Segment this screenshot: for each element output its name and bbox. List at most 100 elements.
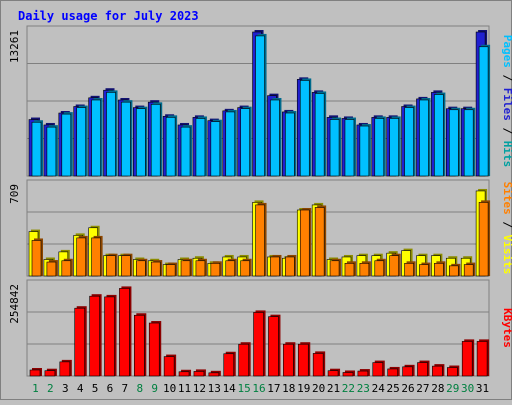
bar-sites-day-24 bbox=[374, 260, 385, 277]
bar-sites-day-25 bbox=[389, 255, 399, 277]
bar-pages-day-9 bbox=[150, 104, 161, 177]
bar-kbytes-day-21 bbox=[327, 370, 339, 377]
legend-2: Sites / Visits bbox=[501, 182, 512, 275]
x-tick-day-6: 6 bbox=[107, 382, 114, 395]
x-tick-day-30: 30 bbox=[461, 382, 474, 395]
bar-pages-day-22 bbox=[344, 119, 355, 177]
bar-kbytes-day-6 bbox=[104, 296, 115, 377]
bar-kbytes-day-24 bbox=[372, 362, 384, 377]
bar-kbytes-day-25 bbox=[387, 368, 398, 377]
bar-pages-day-31 bbox=[478, 46, 489, 177]
bar-sites-day-29 bbox=[448, 265, 459, 277]
bar-kbytes-day-2 bbox=[44, 370, 56, 377]
bar-kbytes-day-13 bbox=[208, 372, 220, 377]
chart-title: Daily usage for July 2023 bbox=[18, 9, 199, 23]
x-tick-day-28: 28 bbox=[431, 382, 444, 395]
bar-pages-day-24 bbox=[374, 118, 385, 177]
bar-sites-day-11 bbox=[180, 260, 191, 277]
x-tick-day-22: 22 bbox=[342, 382, 355, 395]
panel-3 bbox=[26, 279, 490, 377]
bar-sites-day-21 bbox=[329, 260, 340, 277]
bar-kbytes-day-3 bbox=[59, 361, 71, 377]
bar-pages-day-19 bbox=[299, 80, 310, 177]
bar-sites-day-13 bbox=[210, 263, 221, 277]
x-tick-day-11: 11 bbox=[178, 382, 191, 395]
bar-kbytes-day-12 bbox=[193, 371, 205, 377]
bar-pages-day-12 bbox=[195, 118, 206, 177]
x-tick-day-8: 8 bbox=[136, 382, 143, 395]
bar-sites-day-7 bbox=[121, 255, 131, 277]
bar-kbytes-day-7 bbox=[119, 288, 130, 377]
x-tick-day-13: 13 bbox=[208, 382, 221, 395]
bar-kbytes-day-30 bbox=[461, 341, 473, 377]
bar-pages-day-11 bbox=[180, 126, 191, 177]
bar-kbytes-day-19 bbox=[297, 343, 309, 377]
bar-kbytes-day-29 bbox=[446, 367, 458, 377]
bar-sites-day-22 bbox=[344, 263, 355, 277]
x-tick-day-12: 12 bbox=[193, 382, 206, 395]
y-max-label-2: 709 bbox=[8, 184, 21, 204]
bar-kbytes-day-27 bbox=[417, 362, 428, 377]
x-tick-day-3: 3 bbox=[62, 382, 69, 395]
x-tick-day-21: 21 bbox=[327, 382, 340, 395]
bar-sites-day-31 bbox=[478, 202, 489, 277]
bar-kbytes-day-5 bbox=[89, 295, 100, 377]
bar-pages-day-30 bbox=[463, 109, 474, 177]
y-max-label-1: 13261 bbox=[8, 30, 21, 63]
bar-sites-day-3 bbox=[61, 260, 72, 277]
bar-pages-day-23 bbox=[359, 125, 370, 177]
bar-pages-day-17 bbox=[270, 99, 280, 177]
bar-kbytes-day-1 bbox=[29, 369, 41, 377]
bar-sites-day-19 bbox=[299, 209, 310, 277]
bar-sites-day-15 bbox=[240, 260, 250, 277]
x-tick-day-31: 31 bbox=[476, 382, 489, 395]
x-tick-day-24: 24 bbox=[372, 382, 386, 395]
bar-kbytes-day-17 bbox=[268, 316, 279, 377]
legend-sites: Sites bbox=[501, 182, 512, 215]
bar-sites-day-16 bbox=[255, 204, 265, 277]
x-tick-day-29: 29 bbox=[446, 382, 459, 395]
bar-kbytes-day-18 bbox=[283, 343, 294, 377]
bar-kbytes-day-11 bbox=[178, 371, 190, 377]
bar-pages-day-20 bbox=[314, 93, 325, 177]
x-tick-day-27: 27 bbox=[416, 382, 429, 395]
bar-sites-day-30 bbox=[463, 264, 474, 277]
panel-1 bbox=[26, 25, 491, 177]
y-max-label-3: 254842 bbox=[8, 284, 21, 324]
bar-sites-day-18 bbox=[285, 256, 295, 277]
bar-pages-day-16 bbox=[255, 35, 265, 177]
legend-3: KBytes bbox=[501, 308, 512, 348]
x-tick-day-26: 26 bbox=[401, 382, 414, 395]
bar-pages-day-21 bbox=[329, 119, 340, 177]
bar-sites-day-4 bbox=[76, 237, 87, 277]
bar-kbytes-day-8 bbox=[134, 314, 145, 377]
legend-kbytes: KBytes bbox=[501, 308, 512, 348]
bar-pages-day-2 bbox=[46, 126, 57, 177]
bar-kbytes-day-23 bbox=[357, 370, 369, 377]
bar-pages-day-8 bbox=[136, 108, 146, 177]
bar-sites-day-27 bbox=[419, 264, 429, 277]
bar-kbytes-day-20 bbox=[312, 353, 324, 377]
bar-pages-day-14 bbox=[225, 111, 236, 177]
bar-kbytes-day-28 bbox=[432, 365, 443, 377]
bar-sites-day-1 bbox=[31, 240, 42, 277]
bar-sites-day-26 bbox=[404, 263, 414, 277]
x-tick-day-2: 2 bbox=[47, 382, 54, 395]
legend-separator: / bbox=[501, 68, 512, 88]
bar-pages-day-27 bbox=[419, 99, 429, 177]
bar-pages-day-25 bbox=[389, 118, 399, 177]
x-tick-day-9: 9 bbox=[151, 382, 158, 395]
bar-kbytes-day-26 bbox=[402, 366, 413, 377]
x-tick-day-18: 18 bbox=[282, 382, 295, 395]
bar-sites-day-9 bbox=[150, 261, 161, 277]
bar-pages-day-4 bbox=[76, 107, 87, 177]
legend-1: Pages / Files / Hits bbox=[501, 35, 512, 168]
bar-pages-day-28 bbox=[434, 94, 444, 177]
bar-kbytes-day-10 bbox=[163, 356, 175, 377]
x-tick-day-23: 23 bbox=[357, 382, 370, 395]
x-tick-day-17: 17 bbox=[267, 382, 280, 395]
bar-pages-day-13 bbox=[210, 121, 221, 177]
bar-pages-day-6 bbox=[106, 92, 116, 177]
x-tick-day-20: 20 bbox=[312, 382, 325, 395]
